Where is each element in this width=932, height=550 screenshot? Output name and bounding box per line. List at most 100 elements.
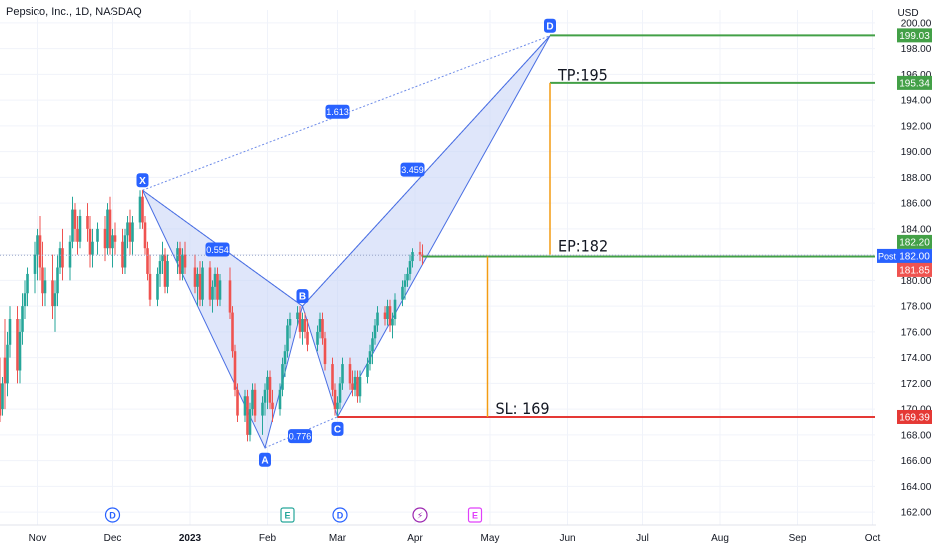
ratio-label: 0.554 [206, 245, 229, 255]
candle-body [51, 280, 54, 307]
y-tick-label: 180.00 [901, 276, 932, 287]
price-box-bg [897, 248, 932, 263]
candle-body [386, 306, 389, 319]
candle-body [388, 306, 392, 326]
candle-body [76, 228, 79, 242]
event-label: D [109, 511, 116, 521]
x-tick-label: Nov [29, 533, 47, 544]
y-tick-label: 164.00 [901, 482, 932, 493]
candle-body [353, 376, 357, 390]
candle-body [371, 338, 374, 352]
candle-body [201, 267, 204, 300]
candle-body [3, 357, 7, 384]
candle-body [303, 319, 307, 332]
candle-body [23, 293, 27, 307]
candle-body [336, 402, 339, 410]
event-label: ⚡ [417, 511, 423, 521]
point-label: D [546, 21, 553, 32]
candle-body [148, 273, 152, 300]
candle-body [141, 196, 144, 223]
ratio-line-xb [142, 189, 303, 307]
candle-body [358, 376, 362, 397]
candle-body [356, 376, 359, 397]
candle-body [366, 364, 369, 377]
y-tick-label: 194.00 [901, 96, 932, 107]
point-label: A [261, 455, 268, 466]
price-box-target1 [897, 75, 932, 90]
candle-body [403, 280, 407, 287]
candle-body [231, 312, 234, 352]
candle-body [243, 396, 247, 416]
x-axis: Nov Dec 2023 Feb Mar Apr May Jun Jul Aug Sep Oct [0, 524, 880, 544]
y-tick-label: 172.00 [901, 379, 932, 390]
point-label-bg [331, 421, 344, 436]
ratio-label: 1.613 [326, 107, 349, 117]
candle-body [316, 331, 319, 345]
candle-body [211, 286, 214, 300]
candle-body [128, 222, 132, 242]
y-tick-label: 166.00 [901, 456, 932, 467]
candle-body [193, 267, 197, 287]
ratio-label-bg [288, 429, 312, 444]
price-box-prefix-bg [877, 248, 897, 263]
x-tick-label: Aug [711, 533, 729, 544]
event-marker [104, 507, 121, 523]
candle-body [383, 312, 387, 319]
candle-body [253, 389, 257, 416]
x-tick-label: Jul [636, 533, 649, 544]
candle-body [233, 351, 237, 390]
price-box-label: 181.85 [899, 265, 930, 276]
x-tick-label: Sep [789, 533, 807, 544]
candle-body [106, 209, 109, 249]
annotation-text: TP:195 [557, 65, 608, 84]
candle-body [266, 376, 269, 390]
x-tick-label: Jun [559, 533, 575, 544]
x-tick-label: 2023 [179, 533, 202, 544]
candle-body [338, 383, 342, 403]
price-box-target2 [897, 28, 932, 43]
price-box-prefix: Post [878, 251, 897, 261]
candle-body [406, 273, 409, 281]
ratio-label-bg [400, 162, 425, 177]
candle-body [161, 254, 164, 262]
candle-body [228, 280, 232, 313]
candle-body [131, 222, 134, 242]
y-tick-label: 186.00 [901, 199, 932, 210]
event-marker [332, 507, 348, 523]
price-box-stop [897, 409, 932, 424]
candle-body [156, 273, 159, 300]
event-marker [467, 507, 483, 523]
candle-body [123, 235, 127, 268]
y-tick-label: 188.00 [901, 173, 932, 184]
candle-body [198, 273, 202, 300]
candle-body [373, 325, 377, 339]
x-tick-label: May [481, 533, 500, 544]
candle-body [408, 261, 412, 274]
candle-body [36, 235, 39, 255]
candle-body [393, 299, 397, 319]
candle-body [176, 248, 179, 262]
candle-body [71, 209, 74, 242]
x-tick-label: Mar [329, 533, 347, 544]
ratio-line-bd [302, 35, 551, 307]
candle-body [263, 389, 267, 403]
candle-body [178, 248, 182, 274]
candle-body [376, 312, 379, 326]
candle-body [21, 306, 24, 332]
y-tick-label: 190.00 [901, 147, 932, 158]
point-label-bg [296, 289, 309, 304]
ratio-label-bg [325, 104, 350, 119]
x-tick-label: Apr [407, 533, 423, 544]
event-marker [412, 507, 428, 523]
event-marker [280, 507, 295, 523]
y-tick-label: 198.00 [901, 44, 932, 55]
event-label: D [337, 511, 344, 521]
ratio-line-ac [264, 416, 338, 449]
y-tick-label: 196.00 [901, 70, 932, 81]
candle-body [331, 364, 334, 390]
price-box-label: 182.20 [899, 237, 930, 248]
candle-body [196, 273, 199, 287]
y-axis-unit: USD [897, 8, 918, 19]
candle-body [163, 254, 167, 287]
